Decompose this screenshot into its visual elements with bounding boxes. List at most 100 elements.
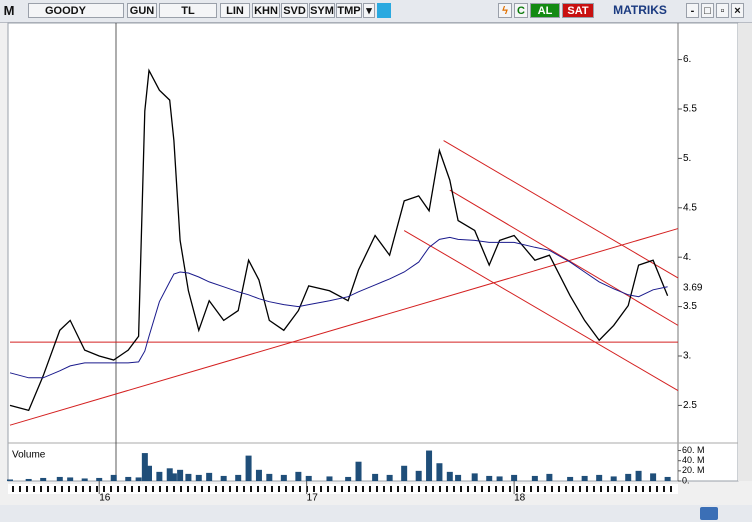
win-button[interactable]: -	[686, 3, 699, 18]
date-dash	[40, 486, 42, 492]
date-dash	[474, 486, 476, 492]
date-dash	[579, 486, 581, 492]
volume-bar	[355, 461, 362, 481]
date-dash	[152, 486, 154, 492]
date-dash	[453, 486, 455, 492]
date-dashes	[12, 486, 672, 492]
date-dash	[215, 486, 217, 492]
date-dash	[236, 486, 238, 492]
date-dash	[124, 486, 126, 492]
date-dash	[278, 486, 280, 492]
volume-bar	[110, 474, 117, 481]
volume-bar	[81, 478, 88, 481]
refresh-icon[interactable]	[700, 507, 718, 520]
toolbar: M GOODY GUN TL LIN KHN SVD SYM TMP ▾ ϟ C…	[0, 0, 752, 23]
date-dash	[47, 486, 49, 492]
date-dash	[523, 486, 525, 492]
date-dash	[460, 486, 462, 492]
volume-bar	[141, 453, 148, 481]
scrollbar[interactable]	[738, 23, 752, 481]
volume-bar	[266, 473, 273, 481]
date-dash	[117, 486, 119, 492]
date-dash	[180, 486, 182, 492]
date-dash	[19, 486, 21, 492]
volume-bar	[596, 474, 603, 481]
date-dash	[432, 486, 434, 492]
button[interactable]: LIN	[220, 3, 250, 18]
volume-bar	[56, 476, 63, 481]
date-dash	[229, 486, 231, 492]
dropdown[interactable]: ▾	[363, 3, 375, 18]
y-tick-label: 5.	[683, 153, 691, 164]
date-dash	[320, 486, 322, 492]
volume-bar	[235, 474, 242, 481]
date-dash	[572, 486, 574, 492]
date-dash	[425, 486, 427, 492]
volume-bar	[386, 474, 393, 481]
volume-bar	[664, 476, 671, 481]
date-dash	[621, 486, 623, 492]
volume-bar	[245, 455, 252, 481]
y-tick-label: 40. M	[682, 455, 705, 465]
volume-bar	[531, 475, 538, 481]
date-dash	[187, 486, 189, 492]
price-line	[9, 68, 669, 412]
volume-bar	[305, 475, 312, 481]
date-dash	[362, 486, 364, 492]
date-dash	[558, 486, 560, 492]
date-dash	[488, 486, 490, 492]
date-dash	[285, 486, 287, 492]
volume-bar	[446, 471, 453, 481]
date-dash	[495, 486, 497, 492]
date-dash	[103, 486, 105, 492]
volume-bar	[135, 477, 142, 481]
c-button[interactable]: C	[514, 3, 528, 18]
button[interactable]: TL	[159, 3, 217, 18]
date-dash	[292, 486, 294, 492]
volume-bar	[295, 471, 302, 481]
date-dash	[26, 486, 28, 492]
date-dash	[96, 486, 98, 492]
sell[interactable]: SAT	[562, 3, 594, 18]
last-price: 3.69	[683, 282, 703, 293]
volume-bar	[486, 475, 493, 481]
button[interactable]: SYM	[309, 3, 335, 18]
date-dash	[607, 486, 609, 492]
button[interactable]: SVD	[281, 3, 308, 18]
flash[interactable]: ϟ	[498, 3, 512, 18]
volume-bar	[220, 475, 227, 481]
button[interactable]: GUN	[127, 3, 157, 18]
date-dash	[418, 486, 420, 492]
date-dash	[383, 486, 385, 492]
date-dash	[502, 486, 504, 492]
button[interactable]: TMP	[336, 3, 362, 18]
date-dash	[586, 486, 588, 492]
date-dash	[201, 486, 203, 492]
date-dash	[75, 486, 77, 492]
date-dash	[131, 486, 133, 492]
date-dash	[110, 486, 112, 492]
win-button[interactable]: □	[701, 3, 714, 18]
volume-bar	[436, 463, 443, 481]
y-tick-label: 3.	[683, 351, 691, 362]
date-dash	[250, 486, 252, 492]
buy[interactable]: AL	[530, 3, 560, 18]
date-dash	[635, 486, 637, 492]
win-button[interactable]: ×	[731, 3, 744, 18]
volume-bar	[650, 473, 657, 481]
volume-bar	[372, 473, 379, 481]
volume-bar	[401, 465, 408, 481]
date-dash	[89, 486, 91, 492]
symbol[interactable]: GOODY	[28, 3, 124, 18]
trendline	[443, 140, 679, 279]
win-button[interactable]: ▫	[716, 3, 729, 18]
date-dash	[173, 486, 175, 492]
date-dash	[194, 486, 196, 492]
twitter[interactable]	[377, 3, 391, 18]
date-dash	[397, 486, 399, 492]
date-dash	[341, 486, 343, 492]
button[interactable]: KHN	[252, 3, 280, 18]
trendline	[449, 189, 679, 326]
volume-bar	[7, 479, 13, 481]
